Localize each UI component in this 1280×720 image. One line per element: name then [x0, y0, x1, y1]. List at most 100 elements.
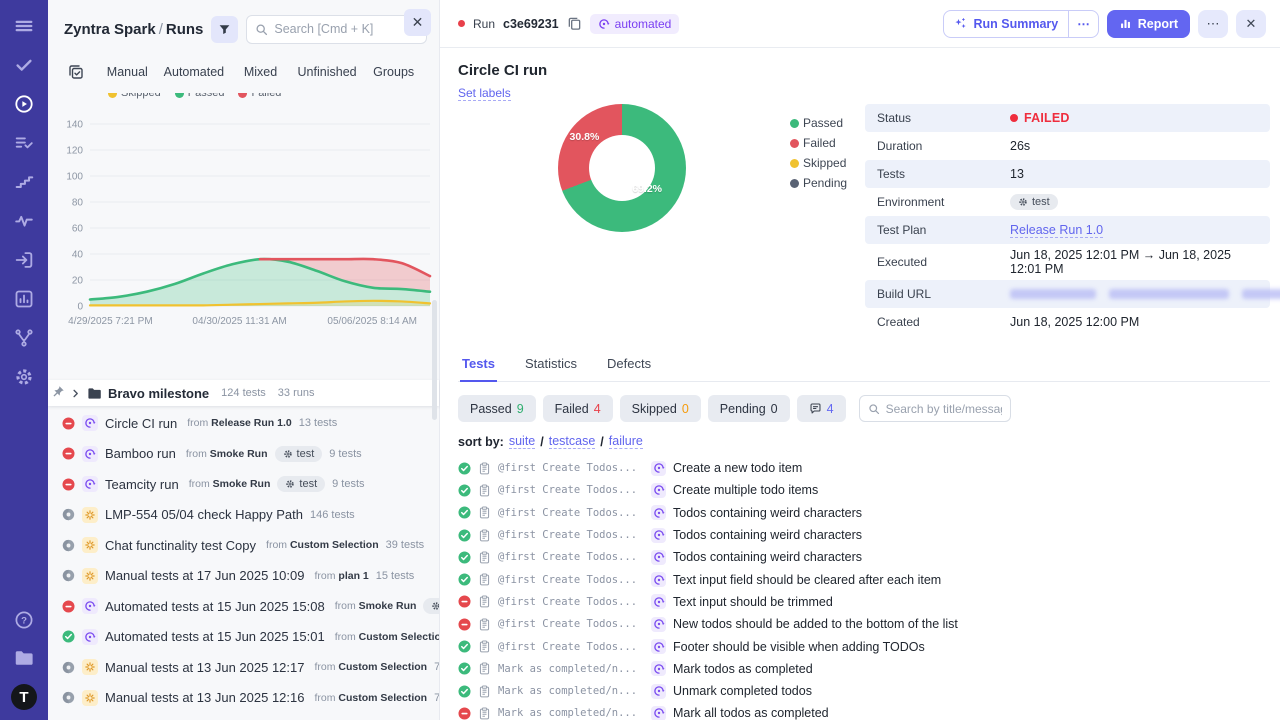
copy-check-icon[interactable]: [68, 64, 84, 80]
run-list-item[interactable]: Manual tests at 13 Jun 2025 12:16from Cu…: [48, 683, 439, 714]
test-row[interactable]: @first Create Todos...Text input field s…: [458, 568, 1270, 590]
run-title: Manual tests at 17 Jun 2025 10:09: [105, 568, 304, 583]
steps-icon[interactable]: [12, 170, 36, 194]
close-run-button[interactable]: ✕: [1236, 10, 1266, 38]
set-labels-link[interactable]: Set labels: [458, 86, 511, 101]
runs-tab-groups[interactable]: Groups: [362, 65, 425, 79]
run-title: LMP-554 05/04 check Happy Path: [105, 507, 303, 522]
run-list-item[interactable]: Automated tests at 15 Jun 2025 15:01from…: [48, 622, 439, 653]
analytics-icon[interactable]: [12, 287, 36, 311]
run-summary-more-button[interactable]: ⋯: [1068, 11, 1098, 37]
automated-icon: [598, 18, 610, 30]
donut-failed-label: 30.8%: [570, 131, 600, 143]
sort-by-suite[interactable]: suite: [509, 434, 535, 449]
tab-statistics[interactable]: Statistics: [523, 350, 579, 381]
chevron-right-icon[interactable]: [70, 388, 81, 399]
test-filters: Passed 9 Failed 4 Skipped 0 Pending 0 4: [458, 395, 1270, 422]
legend-dot: [790, 139, 799, 148]
sort-by-failure[interactable]: failure: [609, 434, 643, 449]
run-list-item[interactable]: LMP-554 05/04 check Happy Path146 tests: [48, 500, 439, 531]
test-row[interactable]: Mark as completed/n...Mark all todos as …: [458, 702, 1270, 720]
report-button[interactable]: Report: [1107, 10, 1190, 38]
filter-pending-chip[interactable]: Pending 0: [708, 395, 790, 422]
test-title: New todos should be added to the bottom …: [673, 617, 958, 631]
runs-list: Circle CI runfrom Release Run 1.013 test…: [48, 408, 439, 720]
test-row[interactable]: @first Create Todos...Todos containing w…: [458, 524, 1270, 546]
detail-label: Test Plan: [877, 223, 1010, 237]
clipboard-icon: [478, 484, 491, 497]
donut-legend-failed: Failed: [790, 136, 847, 150]
activity-icon[interactable]: [12, 209, 36, 233]
menu-icon[interactable]: [12, 14, 36, 38]
sort-by-testcase[interactable]: testcase: [549, 434, 596, 449]
copy-icon[interactable]: [567, 16, 582, 31]
help-icon[interactable]: ?: [12, 608, 36, 632]
runs-search-input[interactable]: [274, 22, 418, 36]
automated-icon: [651, 661, 666, 676]
list-check-icon[interactable]: [12, 131, 36, 155]
run-list-item[interactable]: Bamboo runfrom Smoke Runtest9 tests: [48, 439, 439, 470]
test-plan-link[interactable]: Release Run 1.0: [1010, 223, 1103, 238]
test-row[interactable]: Mark as completed/n...Mark todos as comp…: [458, 658, 1270, 680]
run-from: from Smoke Run: [335, 600, 417, 612]
run-title: Circle CI run: [105, 416, 177, 431]
test-title: Unmark completed todos: [673, 684, 812, 698]
filter-button[interactable]: [211, 16, 238, 43]
test-row[interactable]: @first Create Todos...New todos should b…: [458, 613, 1270, 635]
test-row[interactable]: @first Create Todos...Todos containing w…: [458, 546, 1270, 568]
run-list-item[interactable]: Teamcity runfrom Smoke Runtest9 tests: [48, 469, 439, 500]
status-passed-icon: [458, 685, 471, 698]
projects-folder-icon[interactable]: [12, 646, 36, 670]
branch-icon[interactable]: [12, 326, 36, 350]
tests-search-input[interactable]: [886, 402, 1002, 416]
status-passed-icon: [458, 529, 471, 542]
test-row[interactable]: @first Create Todos...Create a new todo …: [458, 457, 1270, 479]
run-list-item[interactable]: Manual tests at 13 Jun 2025 12:17from Cu…: [48, 652, 439, 683]
manual-icon: [82, 537, 98, 553]
tab-tests[interactable]: Tests: [460, 350, 497, 382]
tab-defects[interactable]: Defects: [605, 350, 653, 381]
more-actions-button[interactable]: ⋯: [1198, 10, 1228, 38]
runs-tab-manual[interactable]: Manual: [96, 65, 159, 79]
project-name[interactable]: Zyntra Spark: [64, 21, 156, 38]
panel-close-button[interactable]: ✕: [404, 9, 431, 36]
detail-row-test-plan: Test PlanRelease Run 1.0: [865, 216, 1270, 244]
failed-status-dot: [1010, 114, 1018, 122]
runs-panel-scrollbar[interactable]: [432, 300, 437, 420]
runs-tab-automated[interactable]: Automated: [163, 65, 226, 79]
check-icon[interactable]: [12, 53, 36, 77]
runs-tab-mixed[interactable]: Mixed: [229, 65, 292, 79]
run-list-item[interactable]: Manual tests at 17 Jun 2025 10:09from pl…: [48, 561, 439, 592]
svg-text:40: 40: [72, 250, 84, 261]
detail-label: Executed: [877, 255, 1010, 269]
filter-passed-chip[interactable]: Passed 9: [458, 395, 536, 422]
gear-icon[interactable]: [12, 365, 36, 389]
filter-failed-chip[interactable]: Failed 4: [543, 395, 613, 422]
test-row[interactable]: @first Create Todos...Text input should …: [458, 591, 1270, 613]
automated-icon: [651, 684, 666, 699]
testomat-logo[interactable]: T: [11, 684, 37, 710]
test-title: Create multiple todo items: [673, 483, 818, 497]
run-list-item[interactable]: Chat functinality test Copyfrom Custom S…: [48, 530, 439, 561]
test-suite: @first Create Todos...: [498, 529, 644, 541]
run-summary-button[interactable]: Run Summary: [944, 11, 1068, 37]
tests-list: @first Create Todos...Create a new todo …: [458, 457, 1270, 720]
donut-legend: PassedFailedSkippedPending: [790, 116, 847, 190]
filter-skipped-chip[interactable]: Skipped 0: [620, 395, 701, 422]
status-neutral-icon: [62, 661, 75, 674]
page-title: Runs: [166, 21, 204, 38]
run-list-item[interactable]: Automated tests at 15 Jun 2025 15:08from…: [48, 591, 439, 622]
sort-label: sort by:: [458, 435, 504, 449]
runs-tab-unfinished[interactable]: Unfinished: [296, 65, 359, 79]
test-row[interactable]: @first Create Todos...Todos containing w…: [458, 502, 1270, 524]
automated-badge: automated: [590, 14, 680, 34]
import-icon[interactable]: [12, 248, 36, 272]
test-row[interactable]: @first Create Todos...Create multiple to…: [458, 479, 1270, 501]
test-row[interactable]: @first Create Todos...Footer should be v…: [458, 635, 1270, 657]
milestone-row[interactable]: Bravo milestone 124 tests 33 runs: [48, 380, 439, 406]
filter-comments-chip[interactable]: 4: [797, 395, 846, 422]
test-row[interactable]: Mark as completed/n...Unmark completed t…: [458, 680, 1270, 702]
runs-play-icon[interactable]: [12, 92, 36, 116]
test-suite: Mark as completed/n...: [498, 707, 644, 719]
run-list-item[interactable]: Circle CI runfrom Release Run 1.013 test…: [48, 408, 439, 439]
